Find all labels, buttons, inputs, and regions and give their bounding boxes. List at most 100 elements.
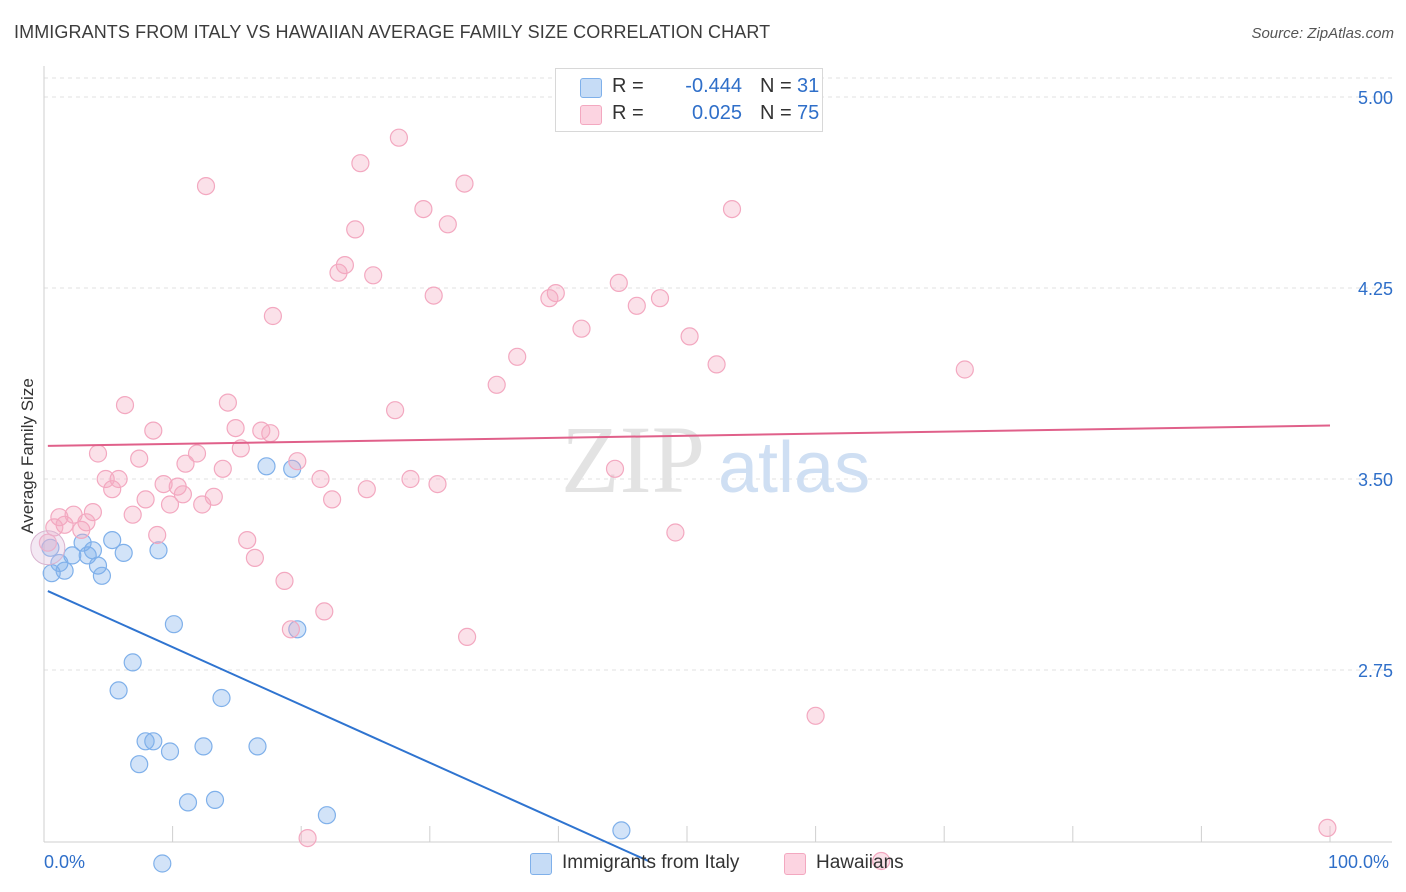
point-italy (178, 793, 198, 812)
point-hawaiians (298, 828, 317, 848)
point-hawaiians (329, 263, 348, 282)
point-hawaiians (680, 327, 699, 346)
point-italy (160, 742, 180, 761)
point-italy (92, 566, 112, 585)
point-italy (149, 541, 168, 560)
point-hawaiians (650, 289, 670, 308)
point-hawaiians (546, 284, 565, 303)
grid-lines (44, 77, 1392, 671)
point-hawaiians (187, 444, 207, 463)
point-italy (88, 556, 108, 575)
point-italy (41, 538, 60, 557)
chart-title: IMMIGRANTS FROM ITALY VS HAWAIIAN AVERAG… (14, 22, 771, 42)
point-hawaiians (401, 469, 420, 489)
point-hawaiians (160, 495, 180, 514)
point-hawaiians (707, 355, 726, 374)
trend-line-hawaiians (47, 424, 1331, 447)
point-hawaiians (722, 200, 742, 219)
point-hawaiians (288, 452, 307, 471)
y-tick-labels: 2.75 3.50 4.25 5.00 (1358, 88, 1393, 681)
point-hawaiians (346, 220, 365, 239)
point-hawaiians (487, 375, 506, 394)
point-hawaiians (315, 602, 334, 621)
point-hawaiians (226, 419, 245, 438)
point-hawaiians (627, 296, 646, 315)
point-hawaiians (351, 154, 370, 173)
legend-n-label: N = (760, 102, 792, 124)
point-italy (55, 561, 74, 580)
y-tick-label: 3.50 (1358, 470, 1393, 490)
point-italy (248, 737, 267, 756)
y-tick-label: 5.00 (1358, 88, 1393, 108)
point-hawaiians (281, 620, 300, 639)
point-italy (612, 821, 631, 840)
point-italy (144, 732, 163, 751)
point-hawaiians (55, 515, 74, 534)
point-hawaiians (275, 571, 294, 591)
trend-line-italy (47, 590, 649, 862)
point-hawaiians (605, 459, 625, 478)
point-hawaiians (455, 174, 474, 193)
point-italy (317, 806, 336, 825)
legend-n-label: N = (760, 75, 792, 97)
point-italy (212, 688, 231, 708)
legend-label-italy: Immigrants from Italy (562, 852, 740, 873)
point-hawaiians (424, 286, 443, 305)
point-cluster (30, 530, 66, 566)
point-hawaiians (123, 505, 142, 524)
legend-n-value: 75 (797, 102, 820, 124)
point-hawaiians (136, 490, 155, 509)
point-hawaiians (238, 530, 257, 550)
point-hawaiians (109, 469, 128, 489)
point-hawaiians (508, 347, 527, 366)
axes (43, 66, 1392, 843)
point-hawaiians (323, 490, 342, 509)
point-hawaiians (96, 469, 115, 489)
point-hawaiians (176, 454, 195, 473)
point-italy (109, 681, 128, 700)
point-hawaiians (955, 360, 974, 379)
point-italy (164, 615, 183, 634)
point-hawaiians (806, 706, 825, 725)
point-hawaiians (196, 177, 216, 196)
y-tick-label: 4.25 (1358, 279, 1393, 299)
point-hawaiians (572, 319, 591, 338)
legend-swatch-italy (580, 78, 602, 98)
legend-n-value: 31 (797, 75, 820, 97)
point-hawaiians (335, 256, 354, 275)
point-hawaiians (357, 480, 376, 499)
point-hawaiians (609, 273, 628, 292)
point-hawaiians (103, 480, 122, 499)
point-hawaiians (45, 518, 64, 537)
watermark: ZIP atlas (561, 406, 870, 513)
point-italy (205, 790, 225, 810)
point-hawaiians (115, 396, 135, 415)
watermark-atlas: atlas (718, 428, 870, 508)
point-hawaiians (1318, 818, 1337, 838)
point-italy (103, 530, 122, 550)
point-hawaiians (88, 444, 108, 463)
legend-swatch-hawaiians (784, 853, 806, 875)
point-hawaiians (204, 487, 223, 506)
point-hawaiians (148, 525, 167, 545)
point-italy (130, 755, 149, 774)
point-hawaiians (130, 449, 149, 468)
point-italy (123, 653, 142, 672)
point-hawaiians (261, 424, 280, 443)
point-hawaiians (218, 393, 237, 412)
y-tick-label: 2.75 (1358, 661, 1393, 681)
point-hawaiians (231, 439, 250, 458)
trend-lines (47, 424, 1331, 862)
correlation-legend: R = -0.444 N = 31 R = 0.025 N = 75 (555, 68, 823, 132)
point-hawaiians (666, 523, 685, 542)
data-points (30, 128, 1337, 873)
point-italy (288, 620, 307, 639)
point-hawaiians (154, 475, 173, 494)
point-italy (83, 541, 103, 560)
chart-source: Source: ZipAtlas.com (1251, 25, 1394, 42)
x-tick-min: 0.0% (44, 852, 86, 872)
point-hawaiians (263, 306, 282, 326)
legend-swatch-italy (530, 853, 552, 875)
point-hawaiians (386, 401, 405, 420)
